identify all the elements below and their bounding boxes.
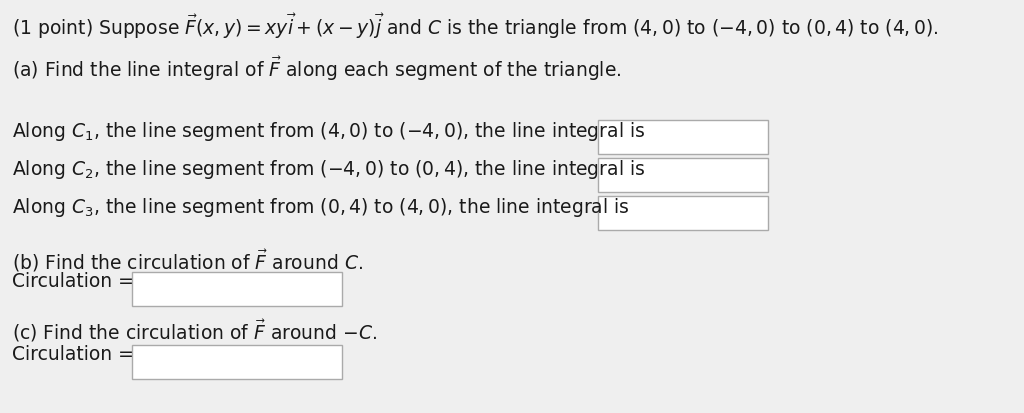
Text: Circulation =: Circulation =	[12, 345, 134, 364]
Text: (c) Find the circulation of $\vec{F}$ around $-C$.: (c) Find the circulation of $\vec{F}$ ar…	[12, 318, 377, 344]
Text: (a) Find the line integral of $\vec{F}$ along each segment of the triangle.: (a) Find the line integral of $\vec{F}$ …	[12, 55, 622, 83]
Bar	[132, 272, 342, 306]
Bar	[132, 345, 342, 379]
Text: Along $C_1$, the line segment from $(4, 0)$ to $(-4, 0)$, the line integral is: Along $C_1$, the line segment from $(4, …	[12, 120, 645, 143]
Text: Circulation =: Circulation =	[12, 272, 134, 291]
Text: Along $C_3$, the line segment from $(0, 4)$ to $(4, 0)$, the line integral is: Along $C_3$, the line segment from $(0, …	[12, 196, 630, 219]
Text: Along $C_2$, the line segment from $(-4, 0)$ to $(0, 4)$, the line integral is: Along $C_2$, the line segment from $(-4,…	[12, 158, 645, 181]
Bar	[598, 158, 768, 192]
Text: (b) Find the circulation of $\vec{F}$ around $C$.: (b) Find the circulation of $\vec{F}$ ar…	[12, 248, 362, 274]
Bar	[598, 120, 768, 154]
Bar	[598, 196, 768, 230]
Text: (1 point) Suppose $\vec{F}(x, y) = xy\vec{i} + (x - y)\vec{j}$ and $C$ is the tr: (1 point) Suppose $\vec{F}(x, y) = xy\ve…	[12, 12, 939, 41]
